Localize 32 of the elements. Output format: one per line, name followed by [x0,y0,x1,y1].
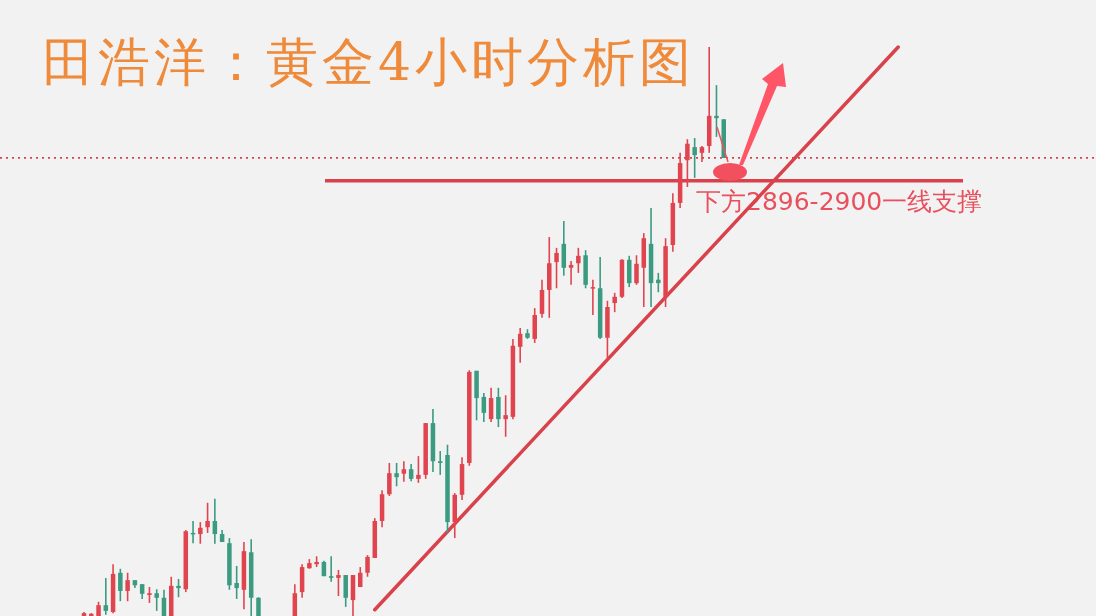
candlestick [176,578,181,599]
candlestick [714,84,719,138]
candlestick [358,566,363,588]
candlestick [394,462,399,488]
candlestick [234,565,239,600]
candlestick [154,588,159,612]
candlestick [387,462,392,497]
candlestick [125,571,130,603]
candlestick [503,394,508,438]
candlestick [437,450,443,476]
candlestick [198,521,203,545]
candlestick [416,455,421,484]
candlestick [532,307,537,344]
candlestick [256,596,261,616]
candlestick [205,501,210,534]
chart-title: 田浩洋：黄金4小时分析图 [42,32,696,92]
candlestick [568,260,574,286]
candlestick [401,460,407,483]
candlestick [590,278,596,316]
candlestick [576,247,581,274]
candlestick [103,577,109,616]
candlestick [118,567,123,603]
candlestick [343,574,348,608]
candlestick [336,569,341,597]
candlestick [634,254,639,286]
candlestick [365,554,370,578]
candlestick [656,272,661,294]
candlestick [612,292,617,313]
candlestick [554,247,559,290]
candlestick [328,555,334,583]
candlestick [692,137,697,179]
candlestick [496,387,501,428]
